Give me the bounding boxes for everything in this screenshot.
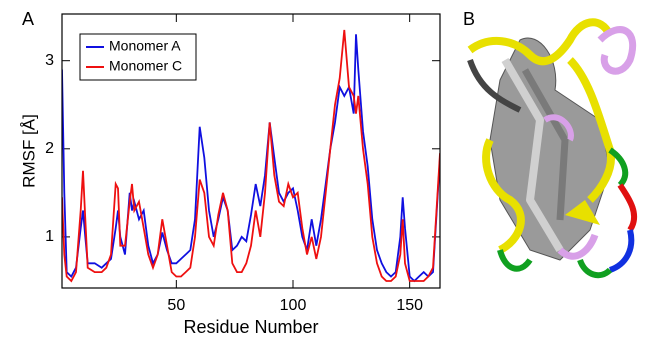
x-tick-label: 50 xyxy=(167,297,185,314)
plot: 50 100 150 1 2 3 Monomer A Monomer C xyxy=(45,14,440,314)
legend-label: Monomer C xyxy=(109,58,182,74)
protein-structure xyxy=(470,22,634,275)
panel-label: B xyxy=(463,9,475,29)
y-axis-label: RMSF [Å] xyxy=(19,114,38,188)
legend-label: Monomer A xyxy=(109,38,181,54)
y-tick-label: 1 xyxy=(45,228,54,245)
panel-label: A xyxy=(22,9,34,29)
y-tick-label: 2 xyxy=(45,140,54,157)
x-tick-label: 100 xyxy=(280,297,307,314)
x-axis-label: Residue Number xyxy=(183,317,318,337)
y-tick-label: 3 xyxy=(45,52,54,69)
figure: A Residue Number RMSF [Å] 50 100 150 1 2 3 Mon… xyxy=(0,0,650,337)
x-tick-label: 150 xyxy=(396,297,423,314)
